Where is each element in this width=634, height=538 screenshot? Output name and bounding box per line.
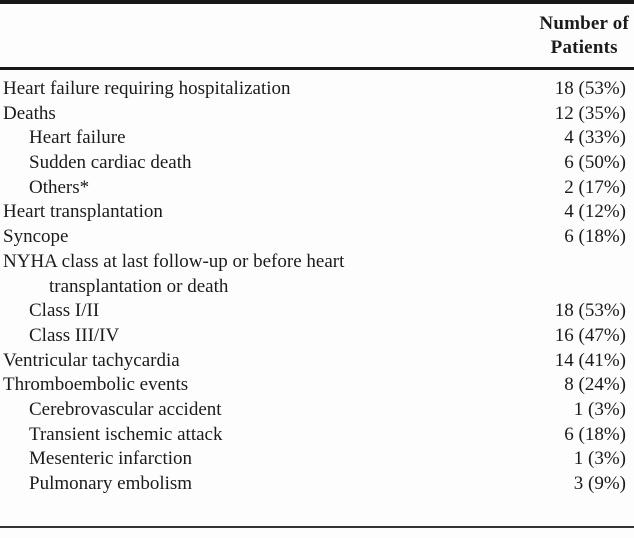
row-label: Others*: [29, 176, 90, 198]
row-label: Heart failure requiring hospitalization: [3, 78, 291, 99]
row-value: 16 (47%): [554, 324, 626, 346]
row-label: Cerebrovascular accident: [29, 398, 222, 420]
row-value: 1 (3%): [573, 448, 626, 470]
row-label: Heart failure: [29, 127, 126, 149]
table-row: Heart failure requiring hospitalization …: [0, 77, 634, 102]
header-rule: [0, 67, 634, 70]
row-value: 6 (18%): [564, 423, 626, 445]
column-header-line1: Number of: [539, 13, 629, 34]
table-row: Others* 2 (17%): [0, 176, 634, 201]
table-row: Transient ischemic attack 6 (18%): [0, 423, 634, 448]
table-row: Mesenteric infarction 1 (3%): [0, 447, 634, 472]
row-label: Pulmonary embolism: [29, 473, 193, 494]
row-value: 4 (33%): [564, 127, 626, 149]
row-label: Transient ischemic attack: [29, 423, 223, 445]
row-label: Syncope: [3, 226, 69, 248]
row-label: Class I/II: [29, 300, 100, 322]
table-row: Ventricular tachycardia 14 (41%): [0, 349, 634, 374]
row-value: 6 (18%): [564, 226, 626, 248]
table-row: Heart transplantation 4 (12%): [0, 200, 634, 225]
row-label: Heart transplantation: [3, 201, 163, 223]
table-row: Class I/II 18 (53%): [0, 299, 634, 324]
table-row: Sudden cardiac death 6 (50%): [0, 151, 634, 176]
row-label: transplantation or death: [49, 275, 229, 297]
row-value: 6 (50%): [564, 152, 626, 174]
table-body: Heart failure requiring hospitalization …: [0, 70, 634, 497]
table-row: Pulmonary embolism 3 (9%): [0, 472, 634, 497]
row-value: 4 (12%): [564, 201, 626, 223]
row-label: Ventricular tachycardia: [3, 349, 180, 371]
row-value: 18 (53%): [554, 78, 626, 99]
top-rule: [0, 0, 634, 4]
row-value: 12 (35%): [554, 102, 626, 124]
row-label: NYHA class at last follow-up or before h…: [3, 250, 345, 272]
bottom-rule: [0, 526, 634, 528]
table-row: Heart failure 4 (33%): [0, 126, 634, 151]
table-row: Thromboembolic events 8 (24%): [0, 373, 634, 398]
table-row: Class III/IV 16 (47%): [0, 324, 634, 349]
row-value: 14 (41%): [554, 349, 626, 371]
column-header-line2: Patients: [550, 37, 618, 58]
column-header-number-of-patients: Number of Patients: [539, 12, 629, 60]
table-row: Cerebrovascular accident 1 (3%): [0, 398, 634, 423]
row-label: Deaths: [3, 102, 56, 124]
row-label: Mesenteric infarction: [29, 448, 193, 470]
row-value: 1 (3%): [573, 398, 626, 420]
row-label: Sudden cardiac death: [29, 152, 192, 174]
row-label: Thromboembolic events: [3, 374, 189, 396]
row-value: 2 (17%): [564, 176, 626, 198]
row-value: 18 (53%): [554, 300, 626, 322]
row-value: 8 (24%): [564, 374, 626, 396]
table-row-continuation: transplantation or death: [0, 275, 634, 300]
table-row: Deaths 12 (35%): [0, 102, 634, 127]
row-label: Class III/IV: [29, 324, 120, 346]
table-row: Syncope 6 (18%): [0, 225, 634, 250]
row-value: 3 (9%): [573, 473, 626, 494]
table-row: NYHA class at last follow-up or before h…: [0, 250, 634, 275]
